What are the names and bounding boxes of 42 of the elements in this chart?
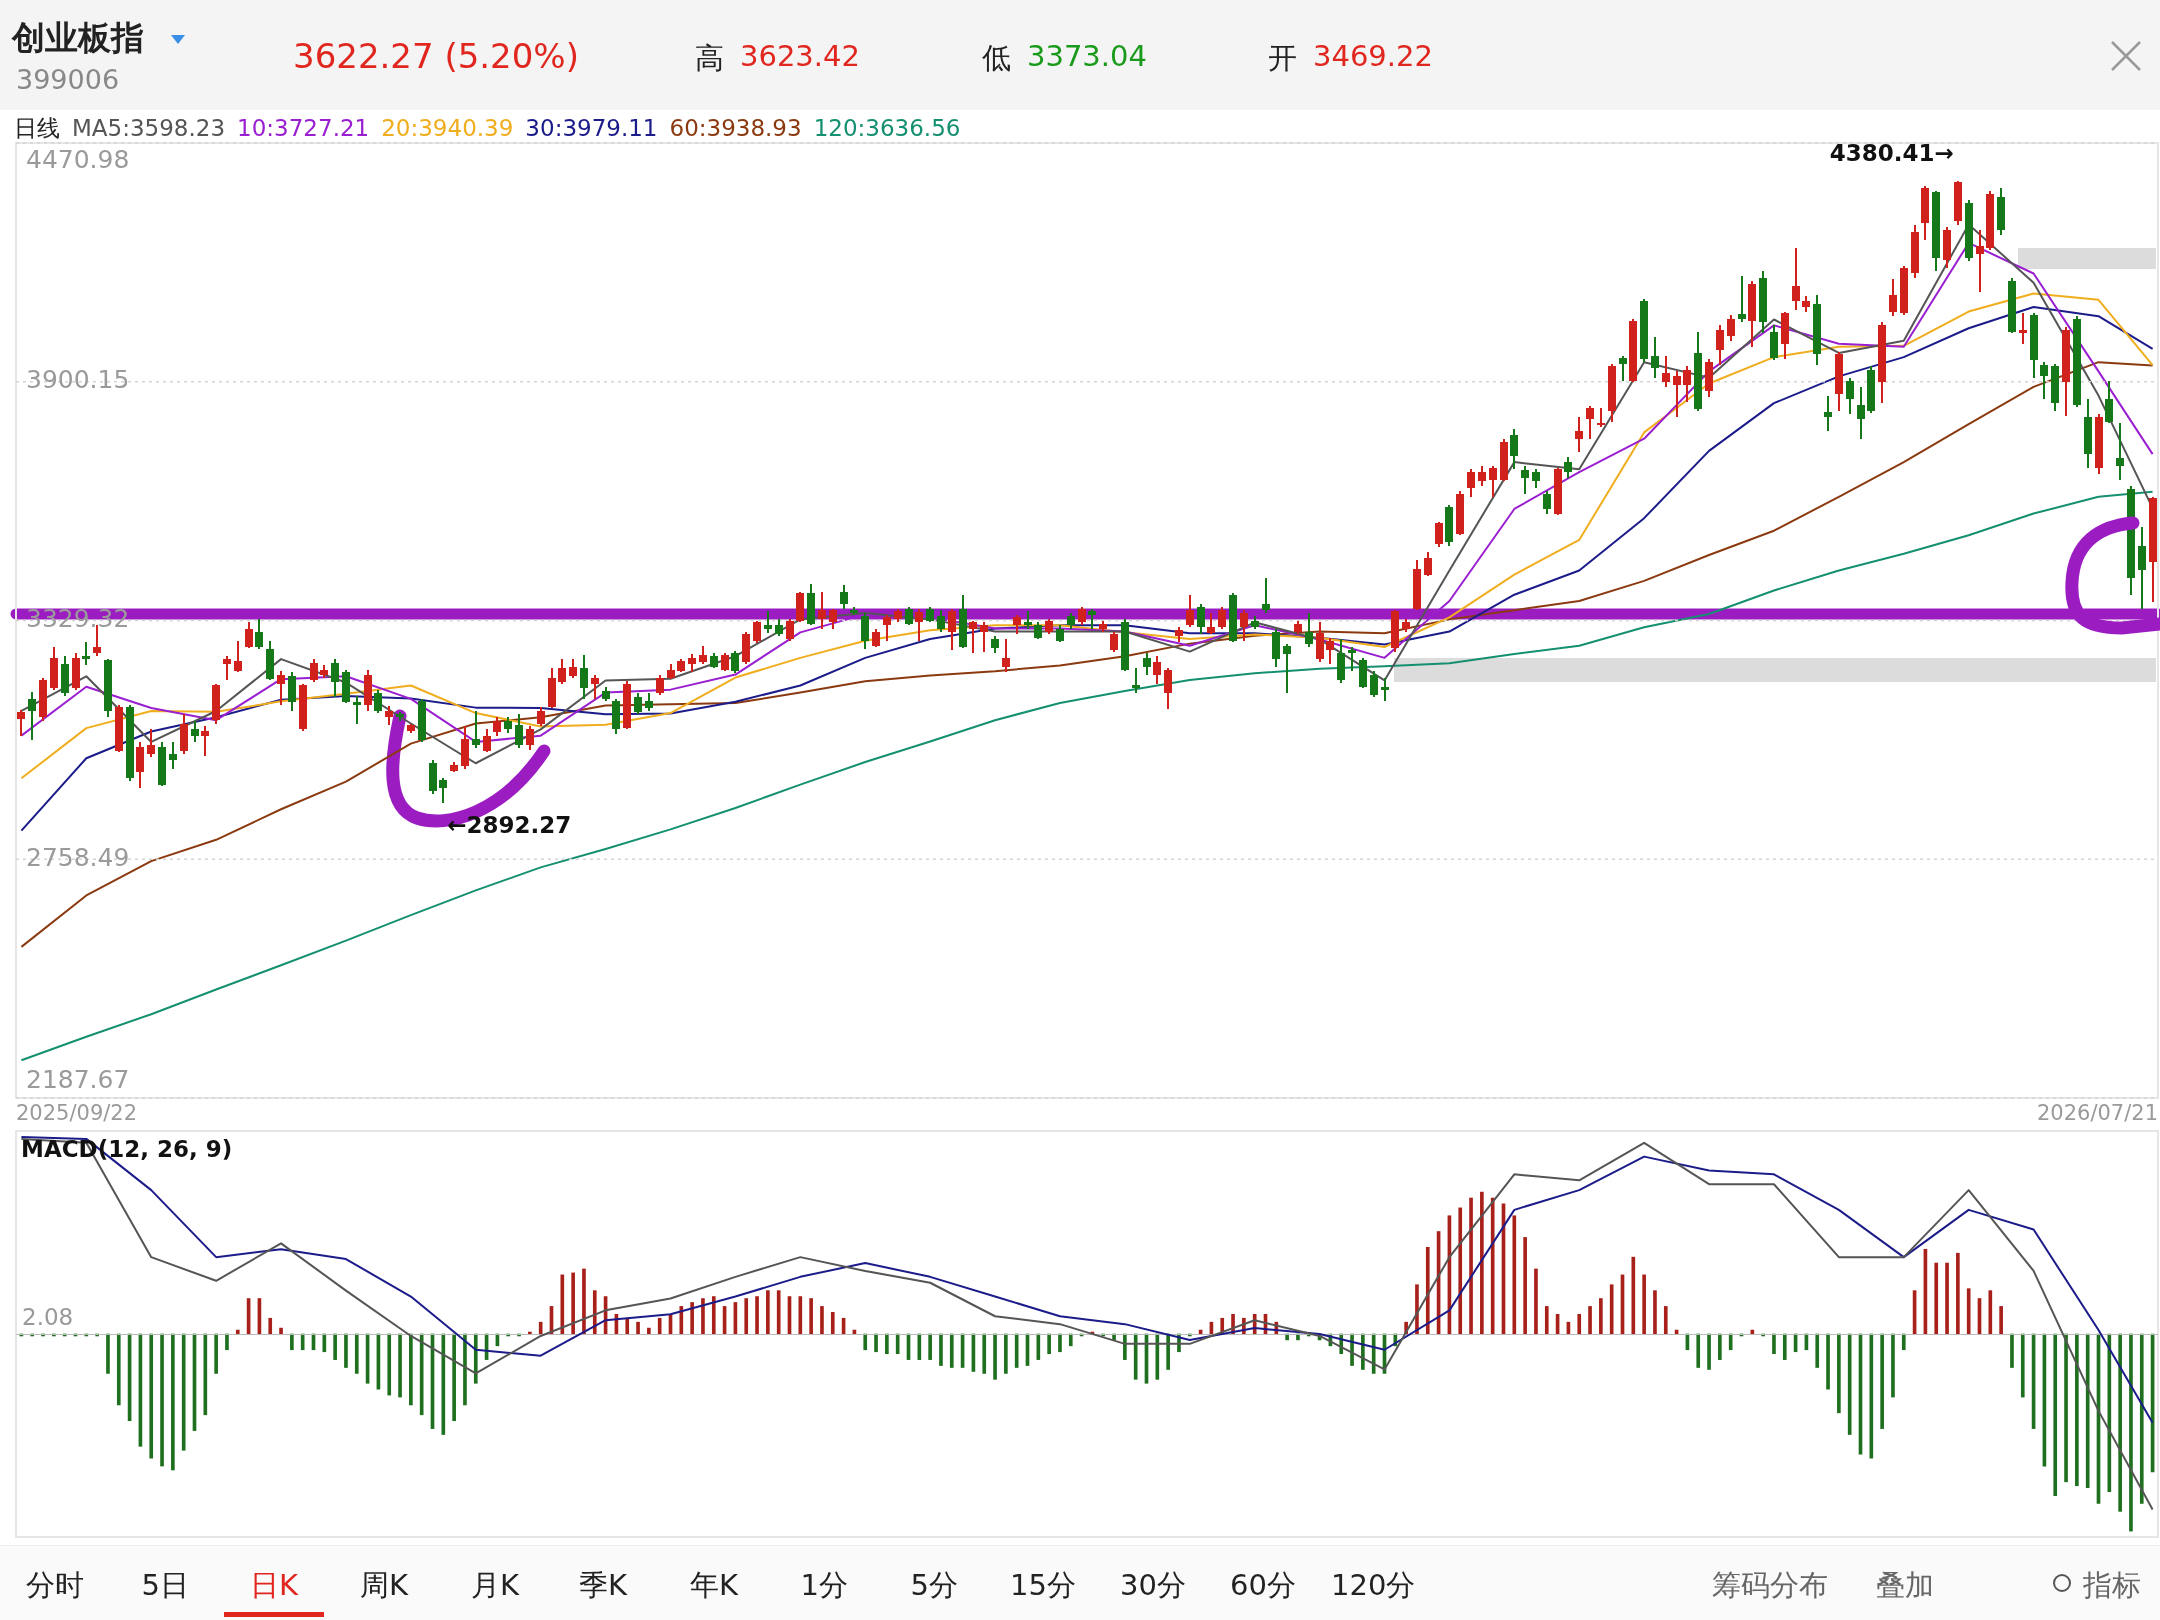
chart-title: 创业板指 [12,17,144,59]
text: 3469.22 [1313,39,1433,74]
y-tick-label: 2187.67 [26,1065,130,1094]
text: 开 [1268,40,1297,77]
text: 日K [250,1567,299,1604]
text: 30:3979.11 [525,115,658,141]
text: 20:3940.39 [381,115,514,141]
text: 3373.04 [1027,39,1147,74]
text: 周K [360,1567,409,1604]
y-tick-label: 3900.15 [26,365,130,395]
legend-title: 日线 [14,115,60,141]
text: 2025/09/22 [16,1100,138,1125]
text: 120分 [1331,1567,1416,1604]
annotation: 2.08 [22,1304,74,1331]
text: 10:3727.21 [237,115,370,141]
text: 5分 [910,1567,958,1604]
text: 15分 [1010,1567,1076,1604]
chart-subtitle: 399006 [16,64,120,95]
text: 分时 [26,1567,84,1604]
text: 1分 [800,1567,848,1604]
text: 指标 [2083,1567,2141,1604]
y-tick-label: 3329.32 [26,604,130,633]
text: 筹码分布 [1712,1567,1828,1604]
y-tick-label: 2758.49 [26,842,130,872]
text: 年K [690,1567,739,1604]
text: 叠加 [1876,1567,1934,1604]
text: 高 [695,40,724,77]
text: 60分 [1230,1567,1296,1604]
text: 3623.42 [740,39,860,74]
y-tick-label: 4470.98 [26,145,130,174]
text: 3622.27 (5.20%) [293,35,579,76]
text: 60:3938.93 [669,115,802,141]
text: 120:3636.56 [813,115,961,141]
text: 季K [579,1567,628,1604]
text: 30分 [1120,1567,1186,1604]
text: 2026/07/21 [2036,1100,2158,1125]
text: 月K [471,1567,520,1604]
text: MA5:3598.23 [72,115,226,141]
annotation: ←2892.27 [447,811,572,838]
text: 低 [982,40,1011,77]
annotation: 4380.41→ [1829,140,1954,167]
text: 5日 [141,1567,189,1604]
